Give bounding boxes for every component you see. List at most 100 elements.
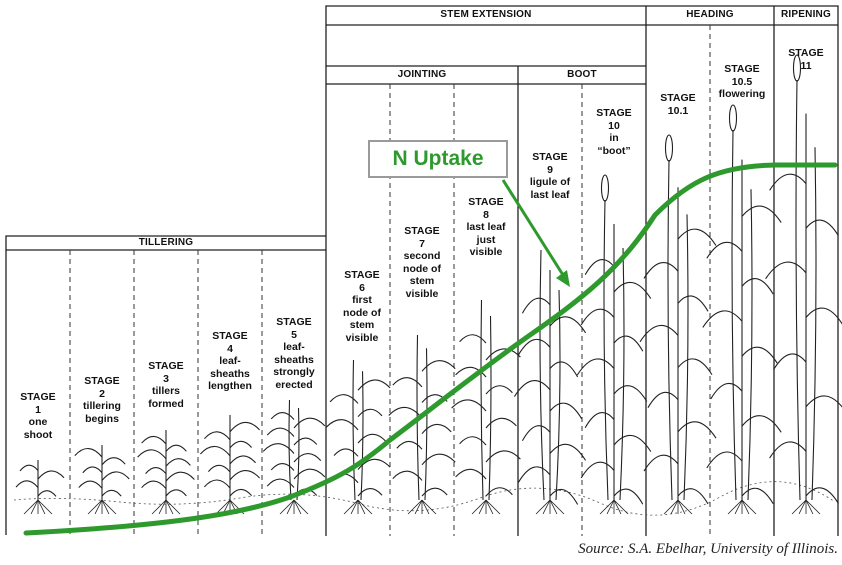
leaf [145, 467, 167, 475]
root [471, 499, 487, 515]
root [94, 499, 103, 515]
leaf [773, 353, 807, 370]
leaf [325, 419, 359, 431]
root [293, 499, 309, 515]
leaf [229, 455, 257, 465]
root [414, 499, 423, 515]
stage-label-line: 2 [99, 387, 105, 400]
leaf [639, 325, 679, 343]
leaf [613, 435, 652, 452]
stem [747, 189, 753, 501]
n-uptake-curve [23, 162, 838, 536]
leaf [677, 295, 709, 312]
leaf [584, 259, 615, 276]
leaf [357, 408, 383, 418]
leaf [613, 282, 652, 299]
leaf [485, 348, 521, 361]
root [407, 499, 423, 515]
stage-label-line: 8 [483, 208, 489, 221]
leaf [459, 334, 487, 344]
stem [667, 159, 673, 501]
stage-label-line: stem [409, 275, 435, 287]
leaf [293, 437, 318, 446]
stage-label-line: leaf- [283, 341, 305, 353]
root [286, 499, 295, 515]
root [30, 499, 39, 515]
stage-label: STAGE 5 leaf-sheaths strongly erected [259, 316, 329, 391]
root [734, 499, 743, 515]
root [101, 499, 110, 515]
root [677, 499, 693, 515]
leaf [643, 454, 679, 472]
root [606, 499, 615, 515]
stage-label-line: formed [148, 397, 184, 410]
leaf [517, 466, 551, 483]
stage-label-line: node of [403, 262, 441, 275]
leaf [805, 487, 839, 504]
leaf [357, 433, 387, 444]
stage-label-line: last leaf [466, 221, 506, 233]
leaf [137, 449, 167, 460]
stage-label: STAGE 1 one shoot [3, 391, 73, 441]
leaf [78, 480, 103, 489]
leaf [513, 380, 551, 397]
stage-label-line: STAGE [532, 151, 568, 163]
leaf [203, 479, 231, 489]
leaf [613, 488, 644, 505]
stem [360, 371, 364, 501]
leaf [580, 308, 615, 326]
stage-label-line: visible [345, 331, 379, 344]
stage-label-line: erected [275, 378, 313, 391]
root [151, 499, 167, 515]
ground-line [13, 481, 836, 516]
stage-label: STAGE 8 last leaf just visible [451, 196, 521, 259]
root [350, 499, 359, 515]
stage-label-line: begins [85, 412, 119, 425]
leaf [741, 346, 778, 364]
diagram-frame [5, 5, 839, 536]
leaf [485, 417, 517, 429]
leaf [459, 436, 487, 446]
leaf [392, 377, 423, 388]
stage-label-line: 10 [608, 119, 620, 132]
stage-label-line: in [609, 132, 619, 144]
stage-label: STAGE 11 [771, 47, 841, 72]
leaf [203, 431, 231, 441]
leaf [229, 488, 253, 497]
stage-label-line: sheaths [210, 367, 250, 380]
leaf [141, 480, 167, 489]
leaf [549, 402, 583, 419]
stem [619, 247, 625, 501]
leaf [396, 440, 423, 450]
root [535, 499, 551, 515]
root [279, 499, 295, 515]
root [805, 499, 821, 515]
leaf [421, 453, 456, 466]
stage-label-line: STAGE [788, 47, 824, 59]
stage-label-line: leaf- [219, 355, 241, 367]
leaf [710, 382, 743, 400]
leaf [643, 262, 679, 279]
leaf [266, 478, 295, 488]
stage-label: STAGE 10.5 flowering [707, 63, 777, 101]
root [613, 499, 622, 515]
stage-label: STAGE 10.1 [643, 92, 713, 117]
leaf [805, 395, 842, 408]
leaf [421, 487, 448, 497]
stage-label-line: 3 [163, 372, 169, 385]
stem [488, 315, 492, 501]
leaf [270, 462, 295, 471]
root [670, 499, 679, 515]
stage-label-line: 1 [35, 403, 41, 416]
wheat-head [792, 54, 802, 82]
root [549, 499, 565, 515]
stage-label: STAGE 7 second node of stem visible [387, 225, 457, 300]
root [229, 499, 245, 515]
leaf [549, 443, 587, 461]
stage-label-line: tillering [83, 400, 121, 412]
plant-illustrations [15, 54, 842, 515]
stem [352, 359, 356, 501]
root [599, 499, 615, 515]
root [421, 499, 430, 515]
stage-label-line: STAGE [404, 225, 440, 237]
